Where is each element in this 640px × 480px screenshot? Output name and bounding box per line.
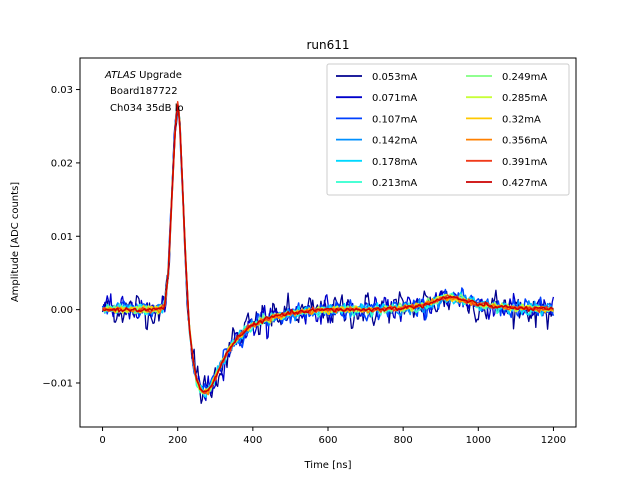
legend-label: 0.107mA — [372, 114, 417, 125]
legend-label: 0.071mA — [372, 93, 417, 104]
x-tick-label: 0 — [99, 435, 105, 446]
legend-label: 0.213mA — [372, 178, 417, 189]
x-axis: 0 200 400 600 800 1000 1200 — [99, 427, 566, 446]
annotation-atlas: ATLAS — [104, 70, 137, 81]
legend-frame — [326, 63, 570, 196]
legend-label: 0.391mA — [502, 157, 547, 168]
y-tick-label: −0.01 — [42, 378, 73, 389]
y-tick-label: 0.02 — [51, 158, 73, 169]
x-tick-label: 400 — [243, 435, 262, 446]
atlas-annotation: ATLAS Upgrade Board187722 Ch034 35dB lo — [104, 70, 184, 114]
y-tick-label: 0.03 — [51, 85, 73, 96]
legend-label: 0.32mA — [502, 114, 541, 125]
chart-title: run611 — [306, 38, 349, 52]
legend-label: 0.178mA — [372, 157, 417, 168]
y-axis-label: Amplitude [ADC counts] — [10, 182, 21, 302]
legend-label: 0.356mA — [502, 136, 547, 147]
y-axis: −0.01 0.00 0.01 0.02 0.03 — [42, 85, 80, 389]
y-tick-label: 0.00 — [51, 305, 73, 316]
legend-label: 0.249mA — [502, 72, 547, 83]
series-layer — [101, 101, 555, 404]
annotation-line-1: ATLAS Upgrade — [104, 70, 182, 81]
annotation-line-2: Board187722 — [110, 86, 178, 97]
legend-label: 0.285mA — [502, 93, 547, 104]
x-tick-label: 800 — [394, 435, 413, 446]
legend: 0.053mA 0.071mA 0.107mA 0.142mA 0.178mA 0.213… — [326, 63, 570, 196]
x-tick-label: 1200 — [541, 435, 566, 446]
x-tick-label: 200 — [168, 435, 187, 446]
x-axis-label: Time [ns] — [303, 460, 351, 471]
annotation-line-3: Ch034 35dB lo — [110, 103, 184, 114]
annotation-upgrade: Upgrade — [136, 70, 182, 81]
legend-label: 0.053mA — [372, 72, 417, 83]
series-line — [102, 104, 554, 393]
x-tick-label: 600 — [318, 435, 337, 446]
legend-label: 0.427mA — [502, 178, 547, 189]
x-tick-label: 1000 — [466, 435, 491, 446]
y-tick-label: 0.01 — [51, 232, 73, 243]
legend-label: 0.142mA — [372, 136, 417, 147]
